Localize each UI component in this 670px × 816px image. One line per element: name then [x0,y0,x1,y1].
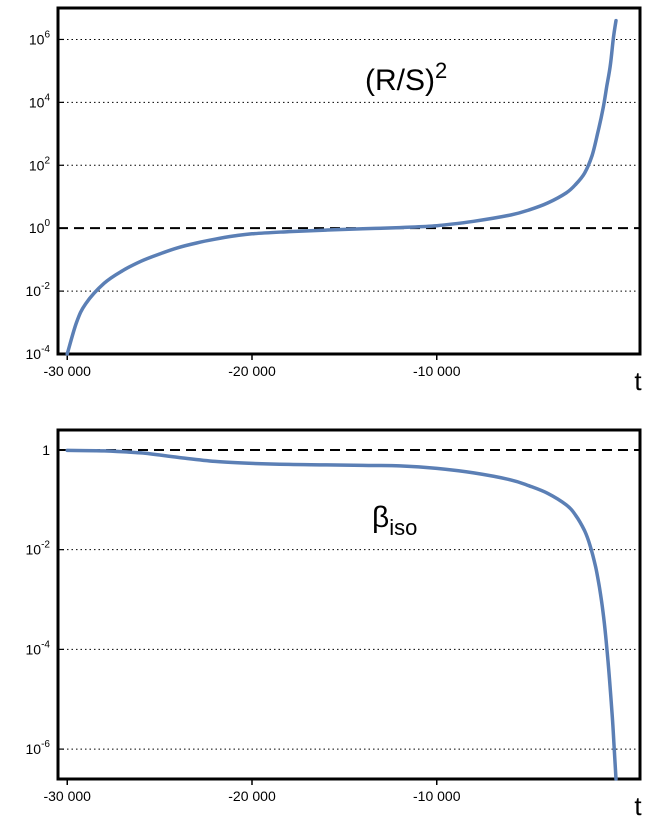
y-tick-label: 104 [29,92,51,110]
x-tick-label: -30 000 [43,788,91,804]
plot-annotation: (R/S)2 [365,58,447,97]
y-tick-label: 102 [29,155,51,173]
y-tick-label: 10-6 [26,739,51,757]
x-tick-label: -10 000 [413,788,461,804]
chart-panel-rs-squared: -30 000 -20 000 -10 000 10-4 10-2 100 102 104 10… [26,6,642,396]
x-axis-label: t [634,791,642,816]
plot-annotation: βiso [372,501,417,540]
y-tick-label: 10-2 [26,540,51,558]
series-line [65,448,618,781]
x-tick-label: -10 000 [413,363,461,379]
y-tick-label: 106 [29,29,51,47]
y-tick-label: 100 [29,218,51,236]
x-tick-label: -30 000 [43,363,91,379]
series-line [65,18,618,356]
y-tick-label: 10-4 [26,639,51,657]
y-tick-label: 1 [42,442,50,458]
x-tick-label: -20 000 [228,788,276,804]
plot-frame [56,428,642,781]
y-tick-label: 10-2 [26,281,51,299]
x-tick-label: -20 000 [228,363,276,379]
plot-frame [56,6,642,356]
chart-panel-beta-iso: -30 000 -20 000 -10 000 1 10-2 10-4 10-6 t βiso [26,428,642,816]
y-tick-label: 10-4 [26,344,51,362]
x-axis-label: t [634,366,642,396]
